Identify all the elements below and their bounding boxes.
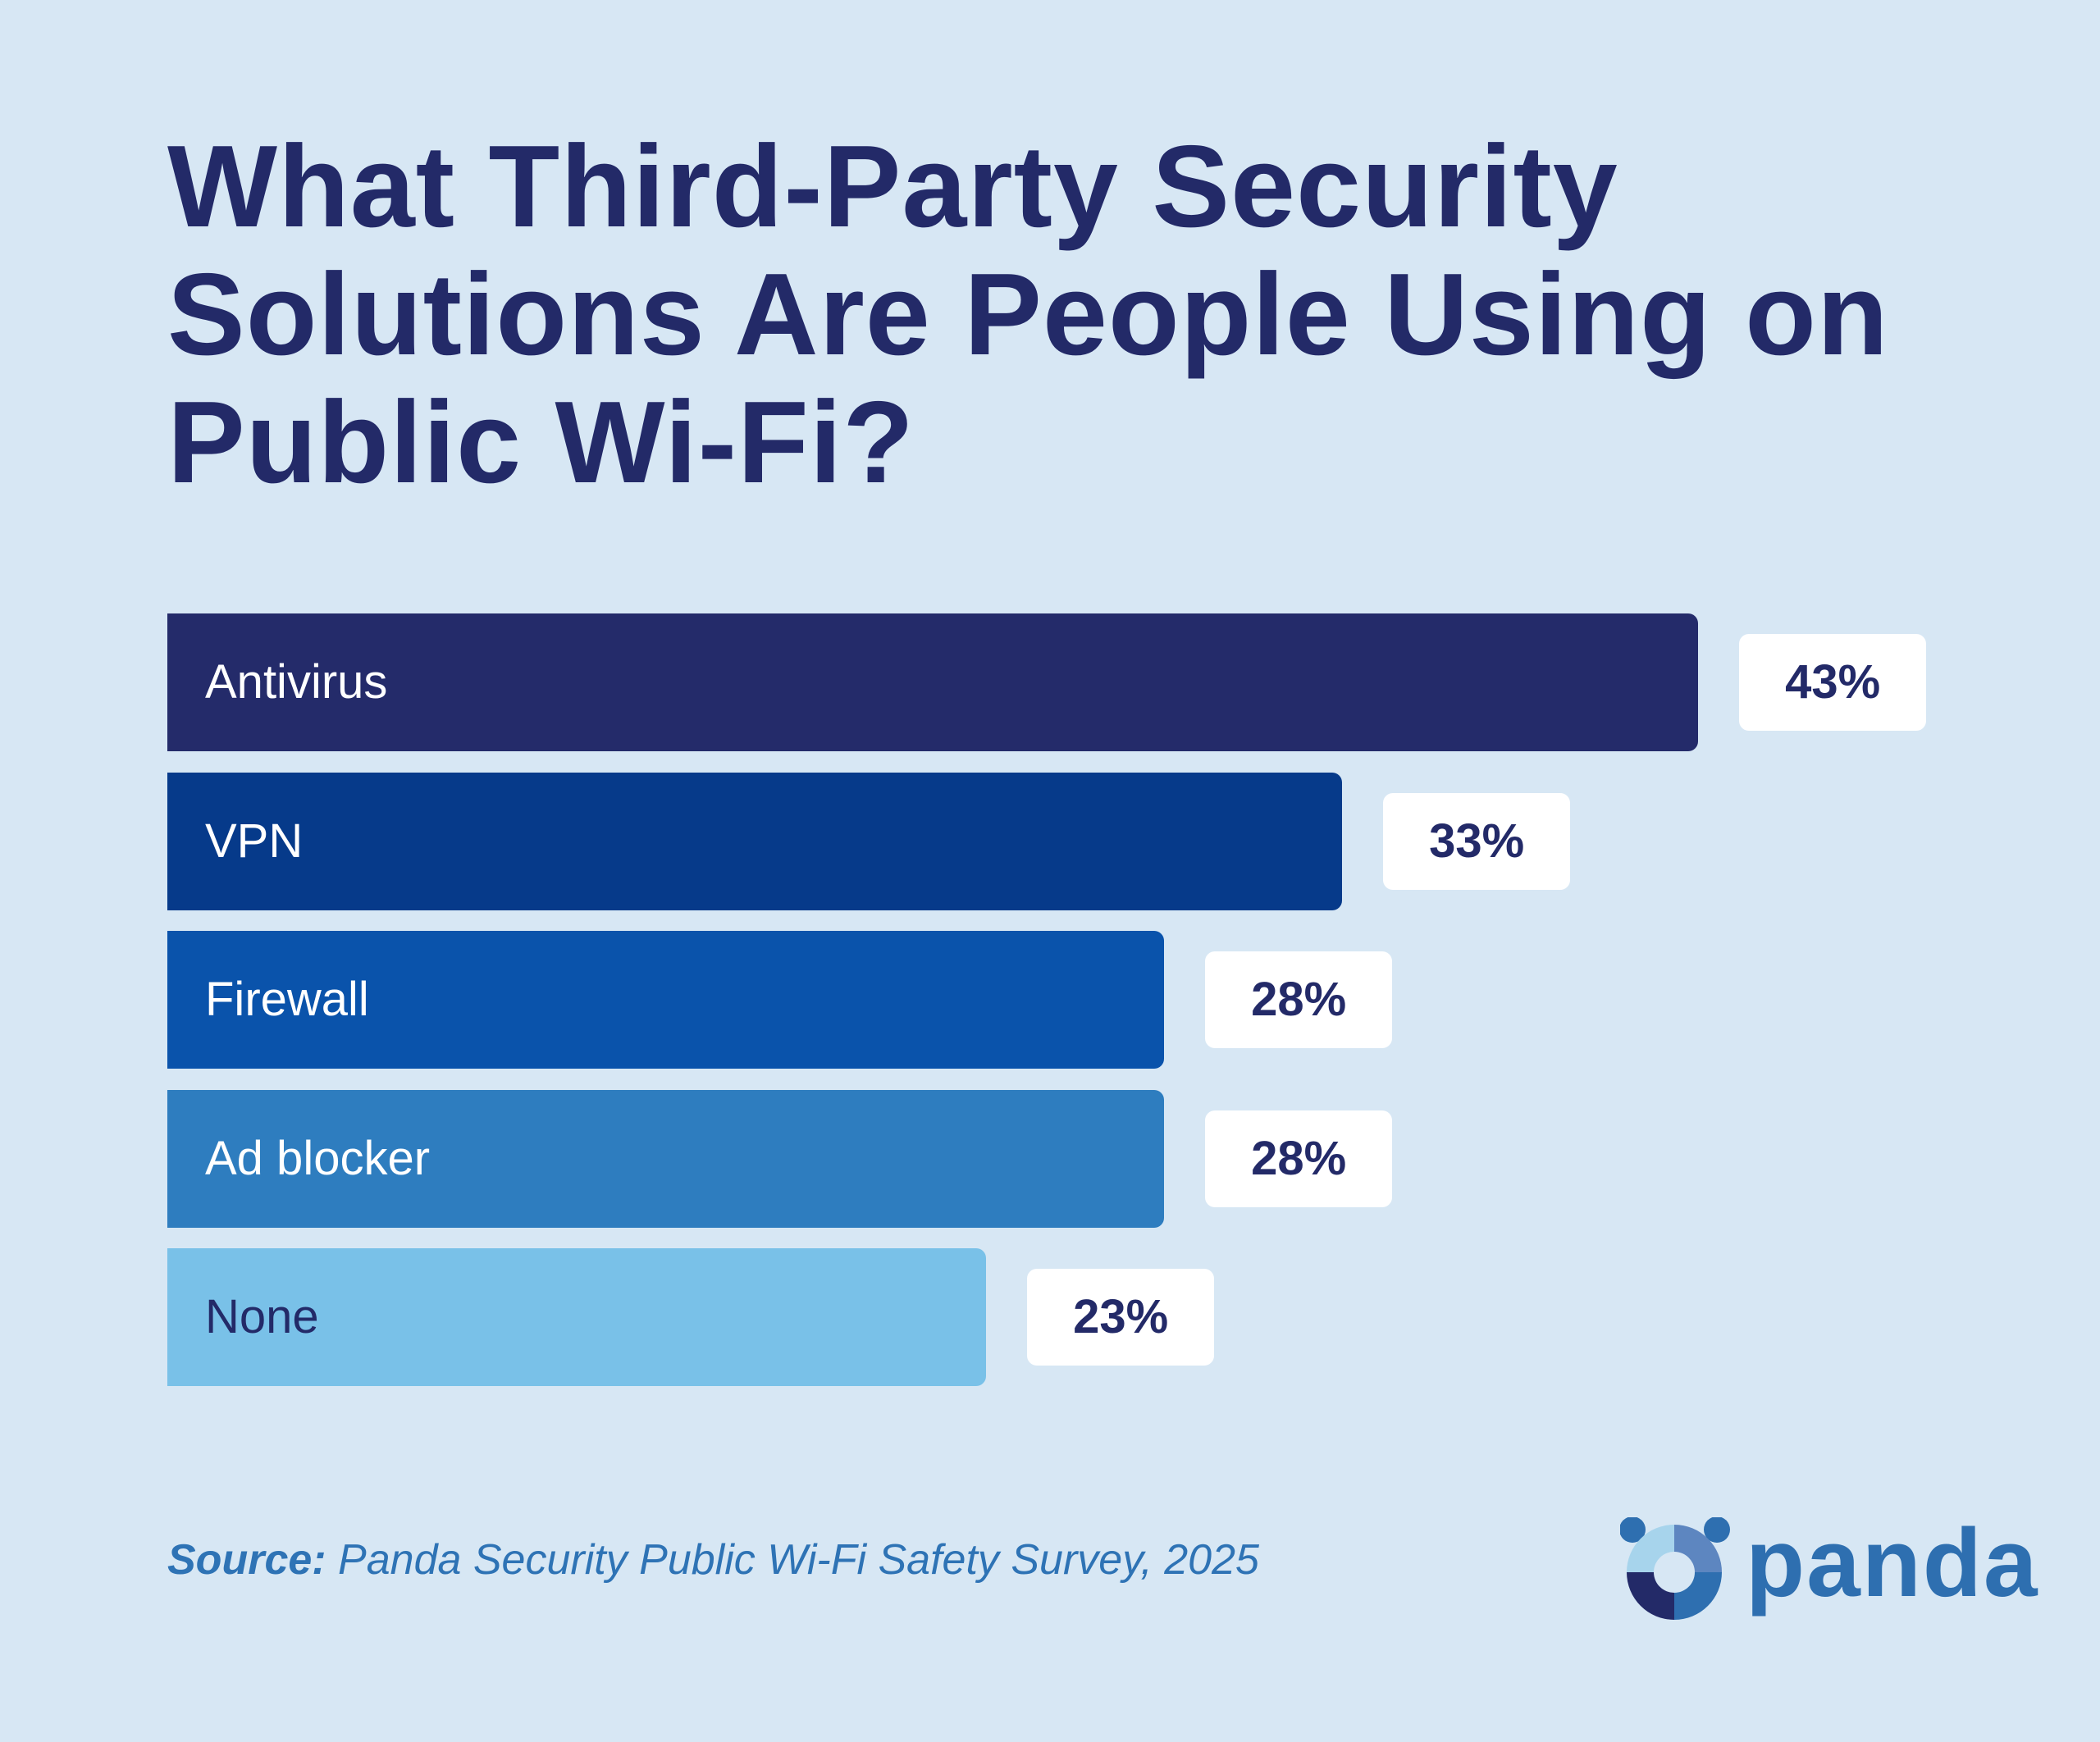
bar-label: Antivirus bbox=[205, 655, 388, 709]
chart-title: What Third-Party Security Solutions Are … bbox=[167, 121, 1889, 508]
bar-ad-blocker bbox=[167, 1089, 1165, 1228]
bar-antivirus bbox=[167, 613, 1699, 751]
panda-logo-icon bbox=[1620, 1517, 1730, 1620]
data-label: 28% bbox=[1205, 951, 1393, 1048]
bar-label: VPN bbox=[205, 814, 304, 868]
bar-label: None bbox=[205, 1290, 319, 1343]
data-label: 43% bbox=[1739, 634, 1927, 731]
source-note: Source: Panda Security Public Wi-Fi Safe… bbox=[167, 1535, 1259, 1585]
panda-logo-text: panda bbox=[1746, 1509, 2039, 1617]
bar-firewall bbox=[167, 931, 1165, 1069]
data-label: 28% bbox=[1205, 1110, 1393, 1207]
bar-label: Firewall bbox=[205, 973, 369, 1026]
source-label: Source: bbox=[167, 1536, 326, 1584]
bar-none bbox=[167, 1248, 987, 1386]
bar-vpn bbox=[167, 772, 1343, 910]
bar-label: Ad blocker bbox=[205, 1131, 431, 1185]
source-text: Panda Security Public Wi-Fi Safety Surve… bbox=[326, 1536, 1259, 1584]
data-label: 33% bbox=[1383, 792, 1571, 890]
data-label: 23% bbox=[1027, 1269, 1215, 1366]
